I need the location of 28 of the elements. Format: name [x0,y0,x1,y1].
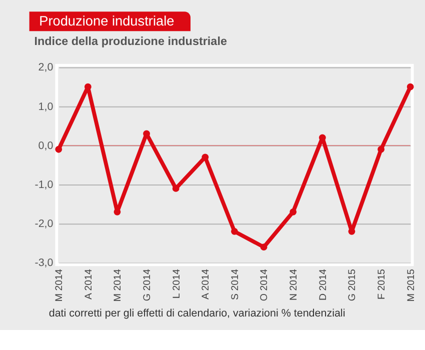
y-tick-label: 1,0 [38,100,54,113]
x-tick-label: A 2014 [200,268,212,300]
y-tick-label: -1,0 [34,178,54,191]
point [378,146,384,153]
x-tick-label: G 2014 [142,268,153,302]
point [260,244,268,251]
chart-subtitle: Indice della produzione industriale [34,34,228,48]
chart-title: Produzione industriale [39,13,174,28]
point [55,146,62,153]
x-tick-label: M 2014 [112,268,124,302]
x-tick-label: N 2014 [288,268,300,301]
x-tick-label: A 2014 [83,268,94,300]
x-tick-label: L 2014 [171,268,182,299]
x-tick-label: M 2015 [406,268,417,302]
x-tick-label: G 2015 [347,268,358,302]
point [231,228,238,235]
y-tick-label: -2,0 [34,218,54,230]
point [406,83,414,90]
y-tick-label: 2,0 [38,62,54,74]
x-tick-label: F 2015 [376,268,388,300]
y-tick-label: -3,0 [34,257,54,270]
text: dati corretti per gli effetti di calendario, variazioni % tendenziali [48,307,346,320]
x-tick-label: M 2014 [54,268,66,302]
y-tick-label: 0,0 [38,140,54,152]
x-tick-label: S 2014 [230,268,241,300]
point [290,208,297,216]
x-tick-label: D 2014 [318,268,329,301]
x-tick-label: O 2014 [259,268,270,302]
